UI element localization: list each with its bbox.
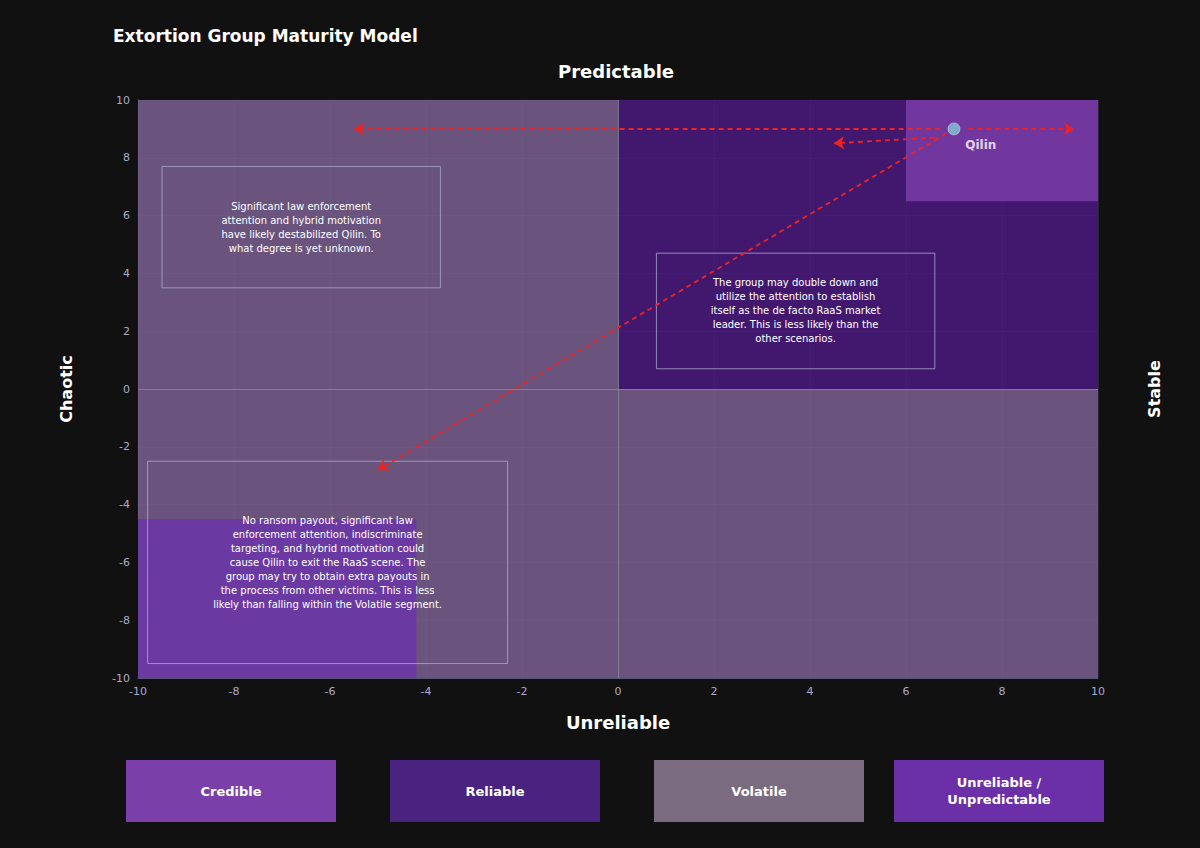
- svg-text:-4: -4: [119, 498, 130, 511]
- svg-text:Qilin: Qilin: [965, 138, 996, 152]
- svg-text:enforcement attention, indiscr: enforcement attention, indiscriminate: [233, 529, 423, 540]
- svg-text:-4: -4: [421, 685, 432, 698]
- svg-text:8: 8: [999, 685, 1006, 698]
- svg-text:-10: -10: [112, 672, 130, 685]
- svg-text:4: 4: [807, 685, 814, 698]
- svg-text:group may try to obtain extra: group may try to obtain extra payouts in: [226, 571, 430, 582]
- svg-text:No ransom payout, significant: No ransom payout, significant law: [242, 515, 413, 526]
- svg-text:4: 4: [123, 267, 130, 280]
- svg-text:6: 6: [123, 209, 130, 222]
- svg-text:-2: -2: [517, 685, 528, 698]
- svg-text:Credible: Credible: [200, 784, 261, 799]
- svg-text:have likely destabilized Qilin: have likely destabilized Qilin. To: [221, 229, 381, 240]
- svg-text:Significant law enforcement: Significant law enforcement: [231, 201, 371, 212]
- svg-text:other scenarios.: other scenarios.: [755, 333, 836, 344]
- svg-text:2: 2: [711, 685, 718, 698]
- svg-text:cause Qilin to exit the RaaS s: cause Qilin to exit the RaaS scene. The: [230, 557, 426, 568]
- svg-text:0: 0: [615, 685, 622, 698]
- svg-text:leader. This is less likely th: leader. This is less likely than the: [713, 319, 879, 330]
- svg-text:0: 0: [123, 383, 130, 396]
- svg-text:what degree is yet unknown.: what degree is yet unknown.: [229, 243, 374, 254]
- svg-text:attention and hybrid motivatio: attention and hybrid motivation: [221, 215, 381, 226]
- svg-text:10: 10: [1091, 685, 1105, 698]
- svg-text:Volatile: Volatile: [731, 784, 787, 799]
- svg-text:likely than falling within the: likely than falling within the Volatile …: [213, 599, 442, 610]
- svg-text:Reliable: Reliable: [465, 784, 524, 799]
- svg-text:Extortion Group Maturity Model: Extortion Group Maturity Model: [113, 26, 418, 46]
- svg-text:Unpredictable: Unpredictable: [947, 792, 1051, 807]
- svg-text:-6: -6: [119, 556, 130, 569]
- svg-text:targeting, and hybrid motivati: targeting, and hybrid motivation could: [231, 543, 424, 554]
- svg-text:10: 10: [116, 94, 130, 107]
- svg-text:-8: -8: [229, 685, 240, 698]
- svg-text:The group may double down and: The group may double down and: [712, 277, 878, 288]
- svg-text:utilize the attention to estab: utilize the attention to establish: [716, 291, 876, 302]
- svg-text:-10: -10: [129, 685, 147, 698]
- svg-text:Predictable: Predictable: [558, 61, 674, 82]
- svg-text:Unreliable /: Unreliable /: [957, 775, 1042, 790]
- svg-text:Unreliable: Unreliable: [566, 712, 670, 733]
- svg-text:Stable: Stable: [1145, 360, 1164, 418]
- svg-text:-2: -2: [119, 440, 130, 453]
- svg-text:-6: -6: [325, 685, 336, 698]
- svg-text:8: 8: [123, 151, 130, 164]
- svg-text:2: 2: [123, 325, 130, 338]
- svg-text:the process from other victims: the process from other victims. This is …: [221, 585, 435, 596]
- svg-text:Chaotic: Chaotic: [57, 355, 76, 423]
- svg-text:-8: -8: [119, 614, 130, 627]
- svg-text:6: 6: [903, 685, 910, 698]
- svg-text:itself as the de facto RaaS ma: itself as the de facto RaaS market: [711, 305, 881, 316]
